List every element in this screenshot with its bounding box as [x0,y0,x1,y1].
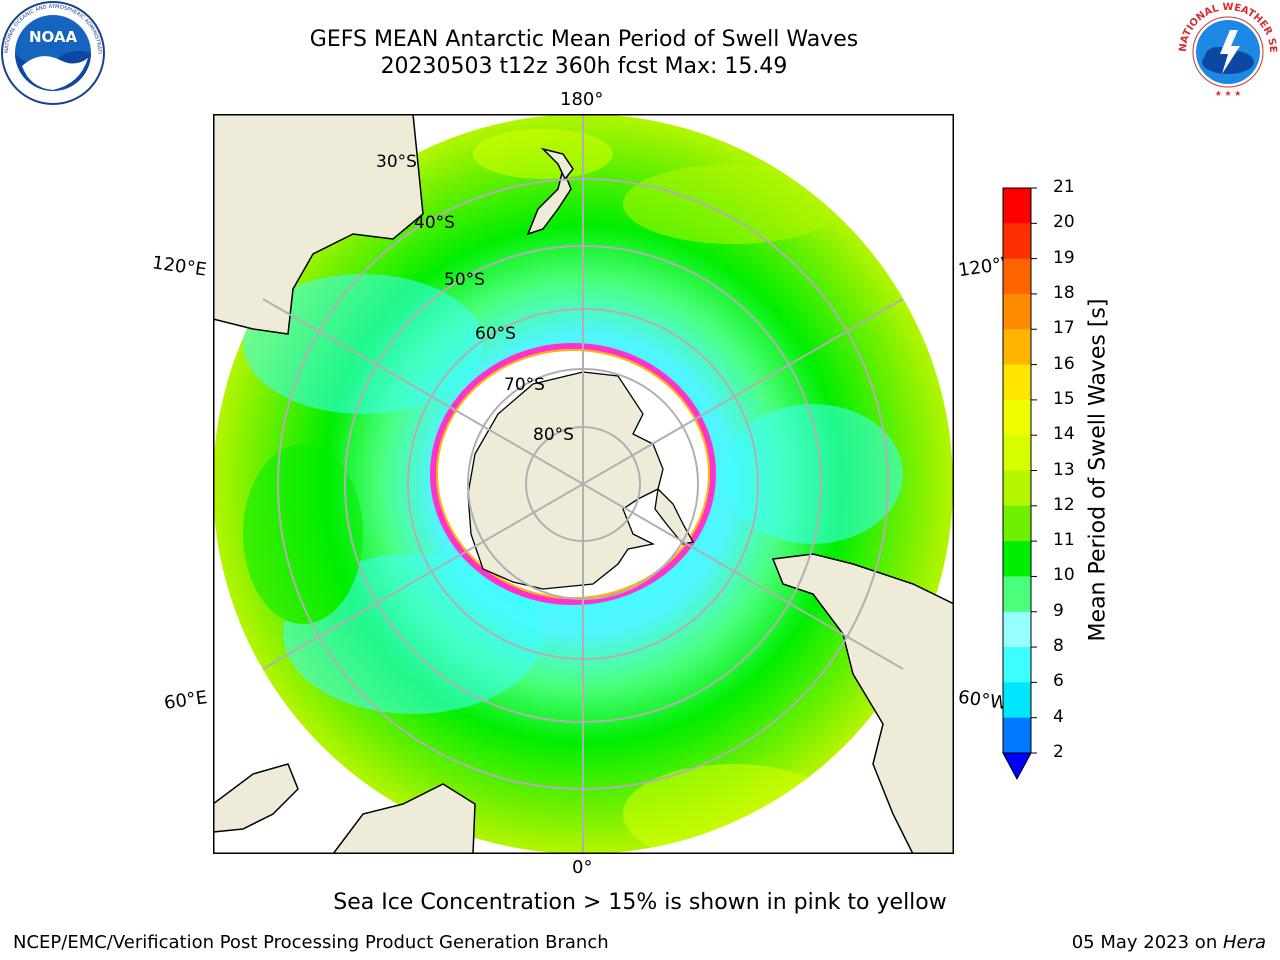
colorbar-extend-arrow [1002,752,1032,781]
colorbar-tick-label: 18 [1053,282,1075,303]
colorbar-tick-label: 2 [1053,742,1064,762]
footer-host: Hera [1222,932,1266,953]
lon-label-60e: 60°E [162,687,209,714]
footer-credit: NCEP/EMC/Verification Post Processing Pr… [13,932,609,953]
africa-land [332,783,476,854]
footer-date-text: 05 May 2023 on [1071,932,1223,953]
colorbar-bin [1003,717,1031,754]
colorbar-bin [1003,611,1031,648]
colorbar-bin [1003,435,1031,471]
new-zealand-north [540,147,574,181]
colorbar-bin [1003,188,1031,224]
lat-label-70s: 70°S [504,375,545,395]
colorbar-bin [1003,647,1031,683]
new-zealand-south [526,166,572,236]
colorbar-tick-label: 12 [1053,494,1075,515]
colorbar-tick-label: 4 [1053,706,1064,727]
noaa-logo-text: NOAA [29,28,78,46]
colorbar-bin [1003,223,1031,260]
lat-label-30s: 30°S [376,152,417,172]
colorbar-bin [1003,682,1031,719]
noaa-logo: NOAA NATIONAL OCEANIC AND ATMOSPHERIC AD… [0,0,105,105]
antarctic-peninsula [654,487,695,545]
lat-label-80s: 80°S [533,425,574,445]
colorbar-label: Mean Period of Swell Waves [s] [1085,298,1111,642]
colorbar-tick-label: 21 [1053,177,1075,197]
colorbar-bin [1003,541,1031,577]
colorbar-tick-label: 16 [1053,353,1075,374]
colorbar-tick-label: 11 [1053,530,1075,551]
sea-ice-note: Sea Ice Concentration > 15% is shown in … [333,890,947,915]
antarctica-land [467,371,664,590]
lat-label-40s: 40°S [414,213,455,233]
colorbar-tick-label: 10 [1053,565,1075,586]
lon-label-180: 180° [560,89,604,110]
colorbar-tick-label: 15 [1053,388,1075,409]
colorbar-tick-label: 8 [1053,636,1064,657]
colorbar-bin [1003,258,1031,295]
lat-label-60s: 60°S [475,324,516,344]
lon-label-120e: 120°E [150,252,208,281]
australia-land [213,114,424,335]
nws-logo: NATIONAL WEATHER SERVICE ★ ★ ★ [1176,0,1278,102]
colorbar-tick-label: 20 [1053,212,1075,233]
colorbar-bin [1003,329,1031,366]
colorbar [1002,187,1037,781]
svg-text:★ ★ ★: ★ ★ ★ [1215,89,1242,98]
footer-date: 05 May 2023 on Hera [1072,932,1266,953]
plot-title: GEFS MEAN Antarctic Mean Period of Swell… [309,27,859,52]
plot-subtitle: 20230503 t12z 360h fcst Max: 15.49 [380,54,788,79]
colorbar-tick-label: 13 [1053,459,1075,480]
lon-label-0: 0° [572,857,593,878]
colorbar-bin [1003,576,1031,613]
colorbar-bin [1003,293,1031,330]
colorbar-bin [1003,470,1031,507]
madagascar-land [213,763,299,833]
colorbar-tick-label: 6 [1053,671,1064,692]
polar-map [213,114,954,854]
colorbar-bin [1003,399,1031,436]
colorbar-tick-label: 17 [1053,318,1075,339]
colorbar-bin [1003,364,1031,401]
colorbar-tick-label: 19 [1053,247,1075,268]
lat-label-50s: 50°S [444,270,485,290]
colorbar-bin [1003,505,1031,542]
colorbar-tick-label: 14 [1053,424,1075,445]
colorbar-tick-label: 9 [1053,600,1064,621]
